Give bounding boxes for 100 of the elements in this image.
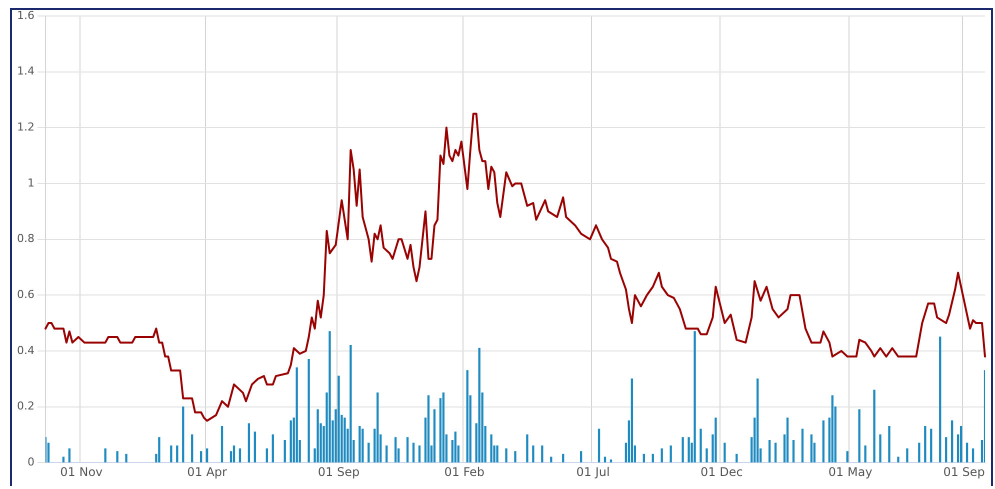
bar <box>550 456 552 462</box>
bar <box>951 420 954 462</box>
bar <box>418 446 421 462</box>
bar <box>386 446 388 462</box>
bar <box>158 437 160 462</box>
y-tick-label: 0 <box>27 455 34 468</box>
bar <box>598 428 600 462</box>
bar <box>792 440 795 462</box>
bar <box>945 437 948 462</box>
bar <box>562 454 564 462</box>
bar <box>344 418 346 462</box>
bar <box>688 437 690 462</box>
bar <box>232 446 236 462</box>
bar <box>930 428 932 462</box>
bar <box>290 420 292 462</box>
y-tick-label: 0.4 <box>16 344 34 357</box>
bar <box>610 459 612 462</box>
x-tick-label: 01 Sep <box>943 464 985 479</box>
bar <box>694 331 696 462</box>
bar <box>358 426 361 462</box>
x-tick-label: 01 Sep <box>318 464 360 479</box>
x-tick-label: 01 Apr <box>187 464 228 479</box>
y-tick-label: 1 <box>27 176 34 190</box>
bar <box>220 426 224 462</box>
bar <box>768 440 771 462</box>
y-tick-label: 0.2 <box>16 400 34 413</box>
bar <box>116 451 118 462</box>
bar <box>266 448 268 462</box>
bar <box>466 370 468 462</box>
x-tick-label: 01 May <box>828 464 872 479</box>
bar <box>362 428 364 462</box>
bar <box>879 434 882 462</box>
bar <box>45 437 47 462</box>
bar <box>526 434 528 462</box>
bar <box>541 446 544 462</box>
bar <box>810 434 813 462</box>
bar <box>368 442 370 462</box>
bar <box>406 437 409 462</box>
bar <box>939 336 942 462</box>
bar <box>62 456 65 462</box>
bar <box>200 451 202 462</box>
x-tick-label: 01 Nov <box>60 464 103 479</box>
bar <box>532 446 534 462</box>
bar <box>350 345 352 462</box>
bar <box>496 446 498 462</box>
bar <box>376 392 379 462</box>
bar <box>706 448 708 462</box>
bar <box>966 442 968 462</box>
bar <box>104 448 106 462</box>
bar <box>514 451 516 462</box>
bar <box>433 409 436 462</box>
bar <box>652 454 654 462</box>
y-tick-label: 0.8 <box>16 232 34 246</box>
bar <box>490 434 492 462</box>
bar <box>724 442 726 462</box>
bar <box>296 367 298 462</box>
bar <box>427 395 430 462</box>
bar <box>714 418 717 462</box>
bar <box>125 454 128 462</box>
bar <box>831 395 834 462</box>
bar <box>412 442 415 462</box>
bar <box>888 426 890 462</box>
bar <box>906 448 908 462</box>
bar <box>580 451 582 462</box>
bar <box>206 448 208 462</box>
bar <box>736 454 738 462</box>
bar <box>238 448 242 462</box>
bar <box>756 378 759 462</box>
bar <box>924 426 926 462</box>
bar <box>873 390 876 462</box>
bar <box>68 448 71 462</box>
bar <box>394 437 397 462</box>
x-tick-label: 01 Dec <box>700 464 743 479</box>
bar <box>630 378 634 462</box>
y-tick-label: 0.6 <box>16 288 34 301</box>
bar <box>972 448 974 462</box>
bar <box>316 409 319 462</box>
bar <box>254 432 256 462</box>
x-tick-label: 01 Jul <box>576 464 610 479</box>
bar <box>700 428 702 462</box>
bar <box>642 454 645 462</box>
bar <box>505 448 508 462</box>
bar <box>786 418 789 462</box>
bar <box>338 376 340 462</box>
x-tick-label: 01 Feb <box>444 464 485 479</box>
bar <box>774 442 777 462</box>
bar <box>454 432 456 462</box>
bar <box>176 446 178 462</box>
bar <box>918 442 920 462</box>
bar <box>328 331 331 462</box>
bar <box>248 423 250 462</box>
bar <box>191 434 194 462</box>
y-tick-label: 1.6 <box>16 8 34 22</box>
bar <box>478 348 480 462</box>
bar <box>682 437 684 462</box>
bar <box>960 426 962 462</box>
bar <box>822 420 825 462</box>
bar <box>801 428 804 462</box>
bar <box>272 434 274 462</box>
bar <box>182 406 184 462</box>
